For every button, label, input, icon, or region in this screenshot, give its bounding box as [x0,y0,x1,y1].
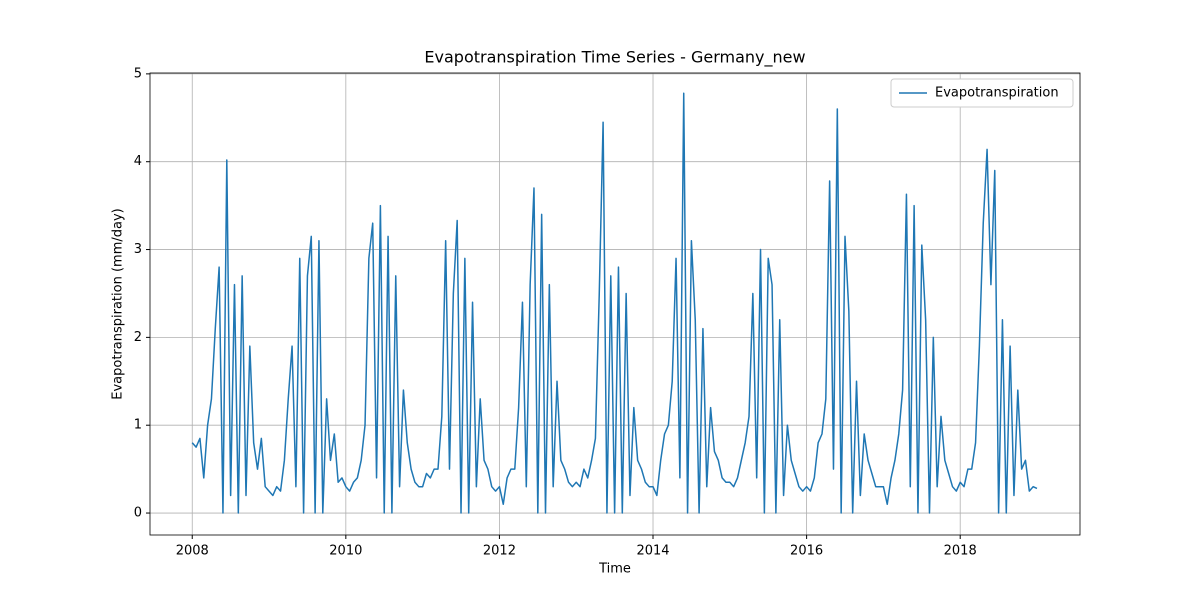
y-tick-label: 2 [134,330,142,345]
x-tick-label: 2016 [790,544,823,559]
y-tick-label: 0 [134,506,142,521]
x-tick-label: 2010 [329,544,362,559]
x-tick-label: 2008 [176,544,209,559]
legend-box [890,78,1074,108]
y-tick-label: 1 [134,418,142,433]
y-tick-label: 4 [134,154,142,169]
x-tick-label: 2014 [636,544,669,559]
y-tick-label: 3 [134,242,142,257]
y-tick-label: 5 [134,66,142,81]
x-axis-label: Time [598,562,631,577]
data-line [191,92,1038,514]
legend-label: Evapotranspiration [935,86,1059,101]
x-tick-label: 2018 [944,544,977,559]
axes-frame [149,72,1081,536]
x-tick-label: 2012 [483,544,516,559]
y-axis-label: Evapotranspiration (mm/day) [111,208,126,399]
chart-title: Evapotranspiration Time Series - Germany… [424,48,805,68]
